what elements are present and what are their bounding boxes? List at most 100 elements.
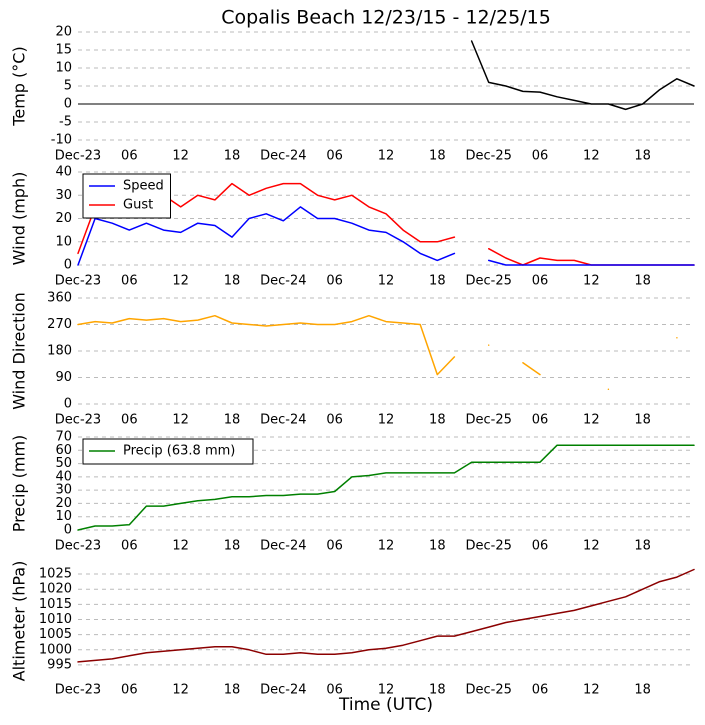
data-line [77, 314, 678, 391]
x-axis-title: Time (UTC) [338, 695, 433, 715]
x-tick-label: 18 [224, 539, 241, 554]
y-tick-label: 995 [47, 657, 72, 672]
x-tick-label: 18 [429, 539, 446, 554]
y-tick-label: 180 [47, 344, 72, 359]
y-tick-label: 0 [64, 397, 72, 412]
y-tick-label: 40 [55, 165, 72, 180]
x-tick-label: 12 [378, 274, 395, 289]
y-tick-label: 0 [64, 258, 72, 273]
x-tick-label: 12 [378, 149, 395, 164]
x-tick-label: 12 [172, 539, 189, 554]
x-tick-label: Dec-24 [260, 683, 306, 698]
x-tick-label: Dec-24 [260, 413, 306, 428]
x-tick-label: Dec-25 [465, 274, 511, 289]
x-tick-label: Dec-25 [465, 683, 511, 698]
x-tick-label: 12 [172, 683, 189, 698]
y-tick-label: 270 [47, 317, 72, 332]
y-tick-label: 10 [55, 509, 72, 524]
x-tick-label: 18 [429, 149, 446, 164]
x-tick-label: 18 [429, 683, 446, 698]
x-tick-label: 06 [532, 413, 549, 428]
x-tick-label: 06 [121, 413, 138, 428]
x-tick-label: 18 [224, 683, 241, 698]
y-tick-label: 1020 [39, 582, 72, 597]
x-tick-label: 06 [121, 274, 138, 289]
x-tick-label: 18 [224, 413, 241, 428]
y-tick-label: 5 [64, 79, 72, 94]
x-tick-label: 12 [378, 539, 395, 554]
y-tick-label: 360 [47, 291, 72, 306]
x-tick-label: 12 [172, 274, 189, 289]
x-tick-label: 12 [583, 683, 600, 698]
y-tick-label: 1000 [39, 642, 72, 657]
x-tick-label: 06 [121, 683, 138, 698]
x-tick-label: 12 [583, 539, 600, 554]
y-tick-label: 1010 [39, 612, 72, 627]
x-tick-label: 06 [532, 274, 549, 289]
x-tick-label: 18 [634, 683, 651, 698]
x-tick-label: Dec-23 [55, 539, 101, 554]
y-axis-title: Wind (mph) [10, 172, 29, 266]
y-tick-label: 1025 [39, 567, 72, 582]
y-tick-label: 20 [55, 211, 72, 226]
data-line [470, 40, 695, 111]
chart-title: Copalis Beach 12/23/15 - 12/25/15 [221, 7, 551, 29]
x-tick-label: 18 [634, 149, 651, 164]
y-tick-label: -5 [59, 115, 72, 130]
x-tick-label: 06 [326, 274, 343, 289]
y-tick-label: 0 [64, 523, 72, 538]
x-tick-label: 12 [378, 413, 395, 428]
data-line [77, 206, 695, 266]
x-tick-label: Dec-24 [260, 274, 306, 289]
x-tick-label: 18 [429, 274, 446, 289]
x-tick-label: 12 [583, 274, 600, 289]
y-tick-label: 10 [55, 61, 72, 76]
legend-label: Precip (63.8 mm) [123, 444, 235, 459]
x-tick-label: 12 [583, 413, 600, 428]
y-tick-label: 60 [55, 443, 72, 458]
x-tick-label: 06 [532, 539, 549, 554]
x-tick-label: Dec-25 [465, 539, 511, 554]
x-tick-label: Dec-23 [55, 683, 101, 698]
y-tick-label: 40 [55, 469, 72, 484]
x-tick-label: Dec-25 [465, 149, 511, 164]
x-tick-label: 06 [326, 413, 343, 428]
x-tick-label: 12 [583, 149, 600, 164]
x-tick-label: 06 [532, 149, 549, 164]
y-tick-label: 70 [55, 430, 72, 445]
x-tick-label: Dec-23 [55, 413, 101, 428]
x-tick-label: 06 [532, 683, 549, 698]
y-tick-label: -10 [51, 133, 72, 148]
legend-label: Gust [123, 198, 153, 213]
x-tick-label: 18 [634, 413, 651, 428]
x-tick-label: Dec-23 [55, 274, 101, 289]
legend-box [82, 173, 171, 219]
x-tick-label: 18 [429, 413, 446, 428]
y-tick-label: 20 [55, 496, 72, 511]
data-line [77, 444, 695, 531]
y-tick-label: 15 [55, 43, 72, 58]
y-tick-label: 30 [55, 188, 72, 203]
y-tick-label: 20 [55, 25, 72, 40]
x-tick-label: Dec-24 [260, 149, 306, 164]
y-axis-title: Temp (°C) [10, 46, 29, 126]
y-tick-label: 0 [64, 97, 72, 112]
legend: Speed Gust [82, 173, 171, 219]
y-axis-title: Wind Direction [10, 292, 29, 410]
x-tick-label: 12 [172, 413, 189, 428]
x-tick-label: 18 [224, 149, 241, 164]
x-tick-label: 06 [326, 149, 343, 164]
data-line [77, 568, 695, 663]
y-tick-label: 10 [55, 234, 72, 249]
x-tick-label: 06 [326, 683, 343, 698]
x-tick-label: 12 [378, 683, 395, 698]
y-tick-label: 1015 [39, 597, 72, 612]
x-tick-label: 18 [224, 274, 241, 289]
y-tick-label: 1005 [39, 627, 72, 642]
x-tick-label: 18 [634, 539, 651, 554]
y-tick-label: 30 [55, 483, 72, 498]
legend: Precip (63.8 mm) [82, 438, 254, 465]
x-tick-label: 06 [121, 539, 138, 554]
x-tick-label: 06 [326, 539, 343, 554]
